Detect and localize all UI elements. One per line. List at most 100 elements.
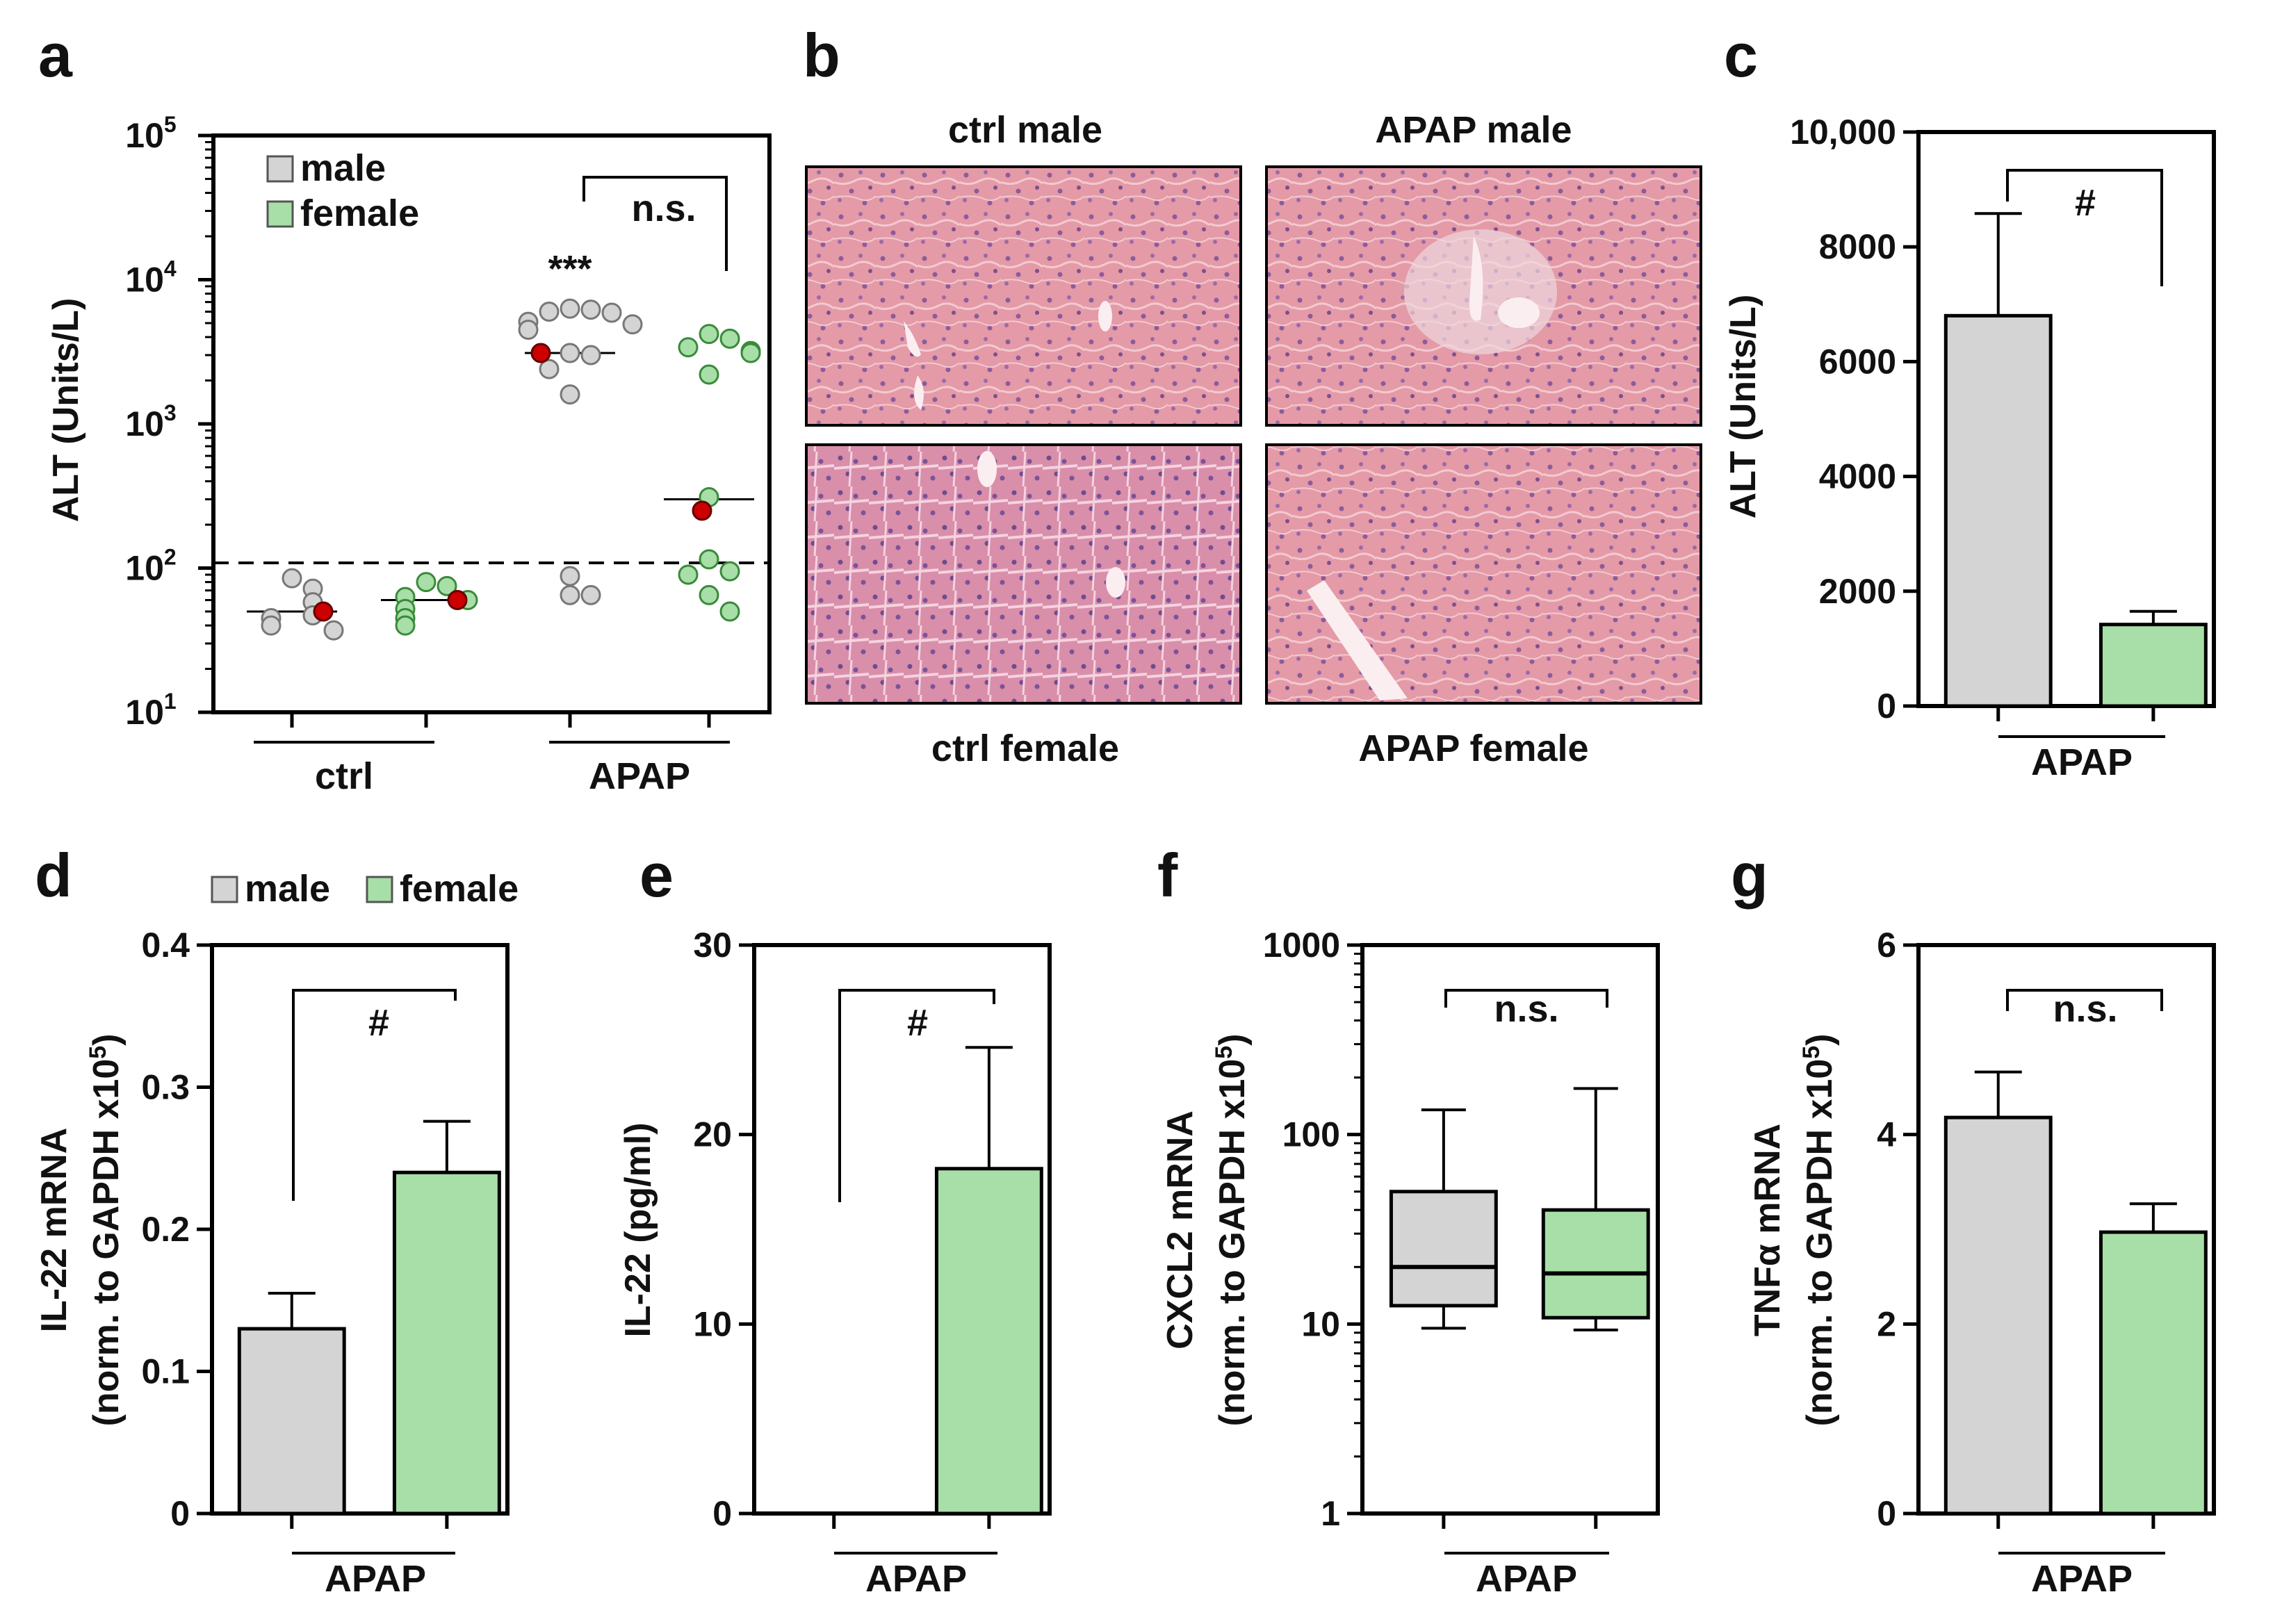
panel-b-title-ctrl-female: ctrl female [931,728,1119,769]
a-data-point [261,615,282,636]
panel-a-ylabel: ALT (Units/L) [46,298,86,523]
panel-b-title-ctrl-male: ctrl male [948,109,1102,151]
e-ytick-label: 10 [693,1304,732,1343]
c-ytick-label: 10,000 [1790,113,1896,151]
legend-female-label: female [300,192,419,234]
a-data-point [719,328,740,349]
a-data-point [699,584,719,605]
panel-d-bracket-label: # [368,1002,389,1044]
panel-d-bracket [292,989,457,1201]
a-highlight-point [447,590,468,611]
panel-d-ylabel-line2: (norm. to GAPDH x105) [85,1034,127,1427]
panel-e-ylabel: IL-22 (pg/ml) [618,1122,658,1337]
a-ytick-label: 104 [125,256,177,300]
a-data-point [437,575,457,596]
panel-f-ylabel-line2: (norm. to GAPDH x105) [1211,1034,1253,1427]
a-highlight-point [692,500,712,521]
panel-b: b ctrl male APAP male ctrl female APAP f… [803,21,1702,769]
g-bar-female [2098,1230,2208,1516]
a-data-point [719,601,740,622]
panel-g-bracket [2006,989,2163,1011]
panel-g-ylabel-line1: TNFα mRNA [1747,1124,1788,1336]
a-data-point [518,319,539,340]
a-data-point [580,300,601,320]
panel-a-significance: *** [548,248,592,290]
panel-f: f CXCL2 mRNA (norm. to GAPDH x105) 1 10 10… [1157,841,1660,1600]
f-ytick-label: 1 [1321,1494,1340,1533]
panel-d-group: APAP [325,1558,426,1600]
panel-c-marks: 0 2000 4000 6000 8000 10,000 [1790,113,2208,725]
panel-f-ylabel-line1: CXCL2 mRNA [1160,1110,1200,1350]
panel-f-label: f [1157,841,1178,910]
d-ytick-label: 0.4 [141,926,190,965]
e-ytick-label: 20 [693,1115,732,1154]
a-data-point [539,359,560,379]
panel-c-ylabel: ALT (Units/L) [1723,295,1763,519]
legend-d-female-swatch [366,876,393,903]
panel-g: g TNFα mRNA (norm. to GAPDH x105) 0 2 4 6 n… [1731,841,2216,1600]
a-data-point [560,566,580,587]
legend-d-male-swatch [211,876,238,903]
panel-a-group-apap: APAP [589,755,690,797]
panel-e-marks: 0 10 20 30 [693,926,1043,1533]
panel-e-bracket [838,989,995,1202]
panel-a-bracket-label: n.s. [631,188,696,229]
c-ytick-label: 4000 [1819,457,1896,496]
histology-ctrl-female [805,443,1242,705]
d-ytick-label: 0.1 [141,1352,190,1391]
f-ytick-label: 1000 [1263,926,1340,965]
panel-b-title-apap-female: APAP female [1358,728,1588,769]
a-data-point [699,324,719,345]
a-data-point [601,302,622,323]
d-ytick-label: 0.2 [141,1210,190,1249]
panel-e-bracket-label: # [907,1002,928,1044]
a-data-point [282,568,302,589]
d-bar-female [392,1170,501,1516]
a-data-point [740,343,761,363]
c-ytick-label: 0 [1877,687,1896,725]
panel-d-marks: 0 0.1 0.2 0.3 0.4 [141,926,501,1533]
legend-d-female-label: female [400,868,519,910]
panel-a-group-ctrl: ctrl [315,755,373,797]
panel-d-ylabel-line1: IL-22 mRNA [34,1128,74,1333]
a-highlight-point [313,601,334,622]
a-ytick-label: 105 [125,112,176,155]
panel-c-axes [1916,130,2216,708]
a-data-point [539,302,560,322]
c-bar-female [2098,623,2208,708]
histology-apap-male [1265,165,1702,427]
histology-apap-female [1265,443,1702,705]
f-box-male [1389,1190,1498,1308]
e-bar-female [934,1167,1043,1516]
e-ytick-label: 0 [712,1494,732,1533]
panel-f-marks: 1 10 100 1000 [1263,926,1650,1533]
legend-male-label: male [300,147,386,189]
g-bar-male [1943,1115,2053,1516]
panel-d-label: d [35,841,72,910]
panel-f-bracket [1444,989,1608,1008]
d-ytick-label: 0.3 [141,1068,190,1107]
a-ytick-label: 103 [125,400,176,443]
c-ytick-label: 6000 [1819,342,1896,381]
panel-c-group: APAP [2031,741,2133,783]
d-bar-male [237,1327,346,1516]
panel-b-label: b [803,21,840,90]
legend-male-swatch [266,155,294,183]
f-box-female [1541,1208,1650,1320]
panel-f-group: APAP [1476,1558,1577,1600]
a-data-point [699,549,719,570]
a-data-point [560,584,580,605]
legend-d-male-label: male [245,868,330,910]
panel-g-label: g [1731,841,1768,910]
panel-a-points [247,298,761,728]
panel-g-bracket-label: n.s. [2053,988,2117,1030]
f-ytick-label: 10 [1301,1304,1340,1343]
a-data-point [580,584,601,605]
histology-ctrl-male [805,165,1242,427]
g-ytick-label: 4 [1877,1115,1896,1154]
a-ytick-label: 102 [125,545,176,588]
panel-c: c ALT (Units/L) 0200040006000800010,000 … [1723,21,2216,783]
a-data-point [323,620,344,641]
a-data-point [678,337,699,358]
